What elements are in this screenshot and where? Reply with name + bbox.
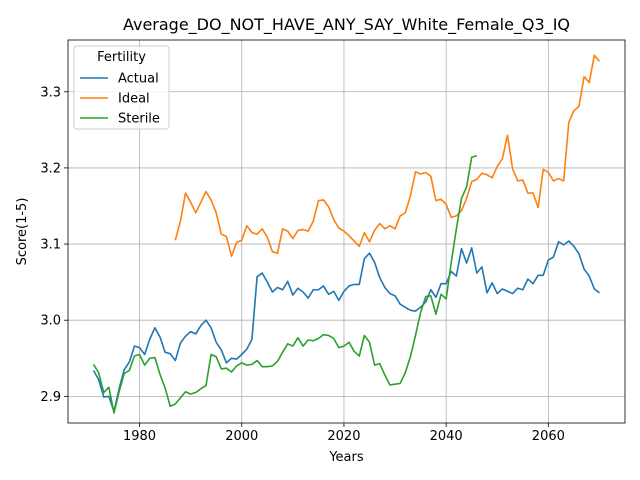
y-axis-label: Score(1-5) (15, 198, 30, 266)
x-tick-label: 2020 (327, 429, 360, 444)
series-line-actual (92, 240, 600, 413)
y-tick-label: 3.3 (40, 85, 61, 100)
plot-frame (67, 39, 626, 424)
series-line-sterile (92, 154, 478, 414)
x-tick-label: 2040 (430, 429, 463, 444)
legend-entries: Actual Ideal Sterile (80, 72, 160, 127)
x-axis-ticks: 1980 2000 2020 2040 2060 (123, 423, 565, 444)
y-axis-ticks: 2.9 3.0 3.1 3.2 3.3 (40, 85, 68, 405)
x-axis-label: Years (328, 450, 364, 465)
legend-title: Fertility (97, 50, 146, 65)
y-tick-label: 3.0 (40, 314, 61, 329)
legend-box (73, 45, 170, 130)
y-tick-label: 2.9 (40, 390, 61, 405)
series-layer (92, 54, 601, 414)
legend: Fertility Actual Ideal Sterile (73, 45, 170, 130)
chart-title: Average_DO_NOT_HAVE_ANY_SAY_White_Female… (123, 15, 570, 35)
x-tick-label: 1980 (123, 429, 156, 444)
x-tick-label: 2060 (532, 429, 565, 444)
legend-label-actual: Actual (118, 72, 159, 87)
legend-label-sterile: Sterile (118, 112, 160, 127)
legend-label-ideal: Ideal (118, 92, 150, 107)
x-tick-label: 2000 (225, 429, 258, 444)
y-tick-label: 3.2 (40, 161, 61, 176)
series-line-ideal (174, 54, 601, 258)
y-tick-label: 3.1 (40, 238, 61, 253)
